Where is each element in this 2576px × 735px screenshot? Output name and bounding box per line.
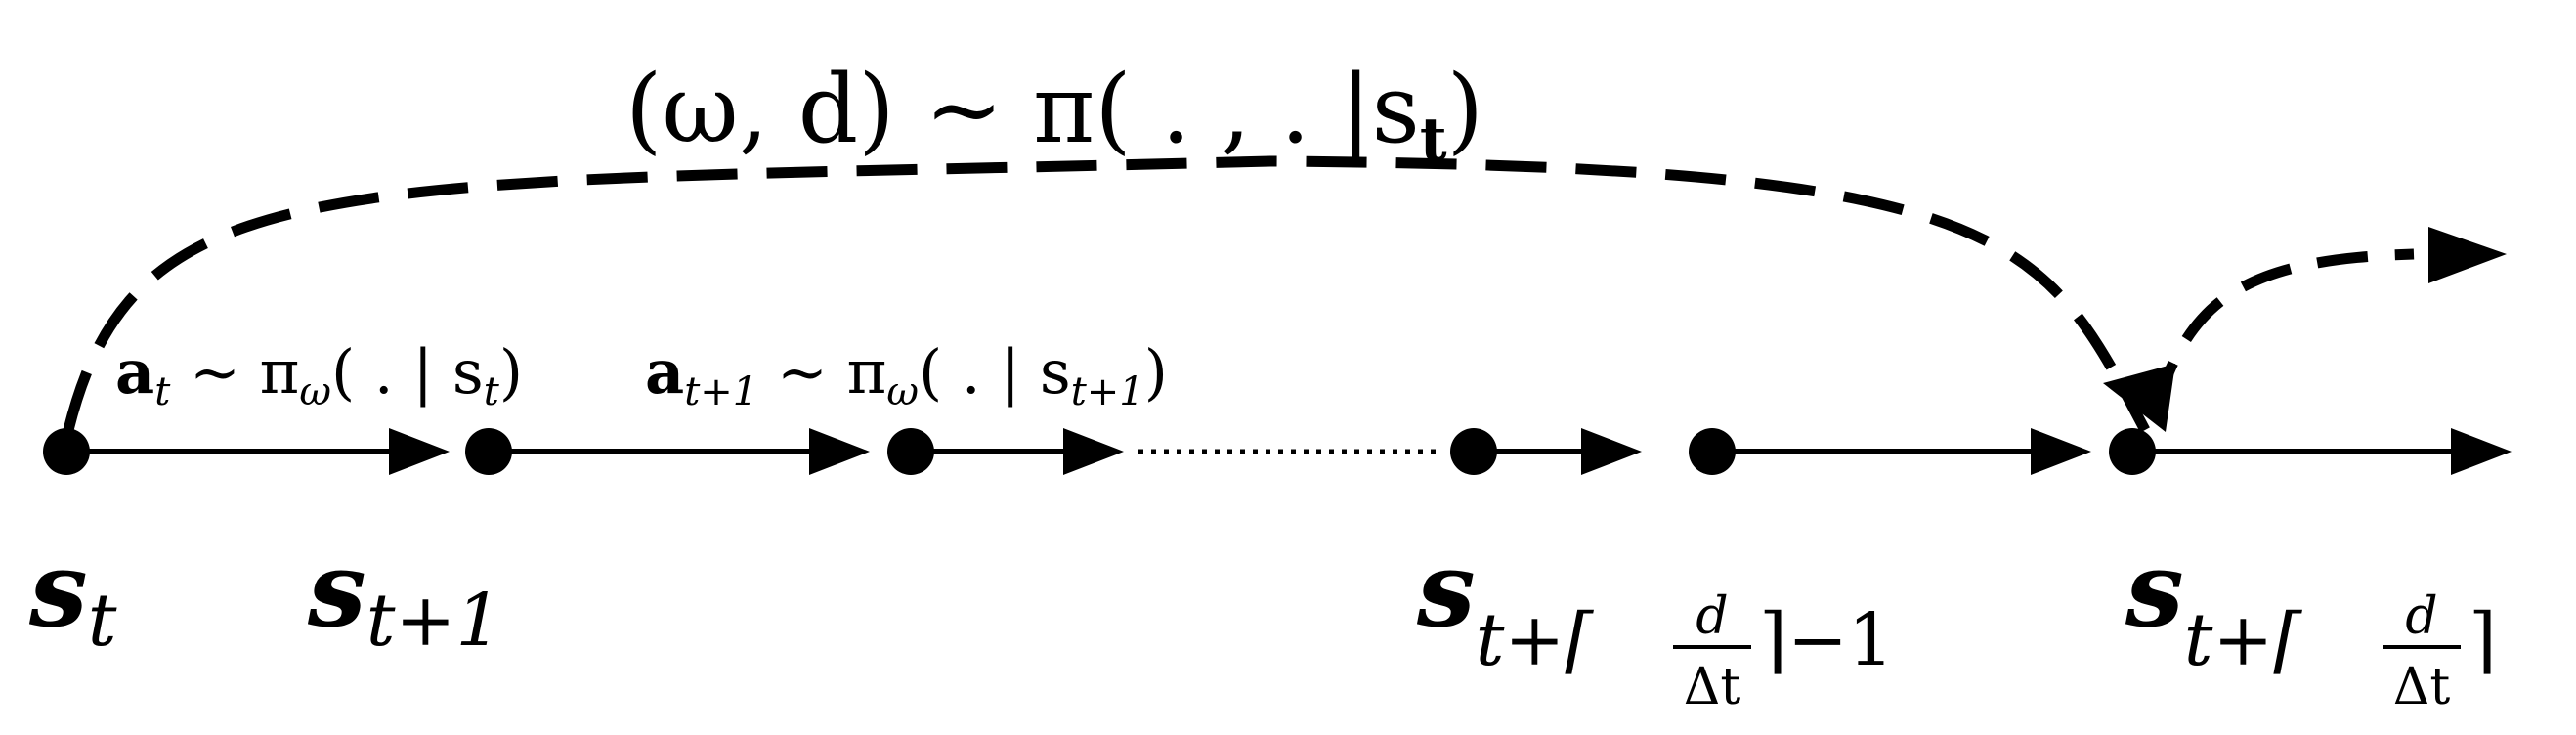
node-s-prev (1450, 428, 1497, 475)
dashed-option-arc (63, 155, 2150, 433)
state-label-s-t: st (28, 528, 117, 663)
transition-arrows (68, 428, 2512, 475)
node-s-next (2109, 428, 2156, 475)
action-label-2: at+1 ~ πω( . | st+1) (645, 336, 1168, 414)
state-label-s-t1: st+1 (307, 528, 502, 663)
action-label-1: at ~ πω( . | st) (115, 336, 523, 414)
state-label-s-next: st+⌈ (2125, 528, 2302, 682)
sub-post-prev: ⌉−1 (1759, 598, 1894, 682)
policy-label: (ω, d) ~ π( . , . |st) (625, 55, 1483, 174)
state-label-s-prev: st+⌈ (1416, 528, 1594, 682)
frac-num-prev: d (1696, 587, 1728, 646)
frac-den-prev: Δt (1684, 658, 1741, 716)
node-s-t (43, 428, 90, 475)
dashed-arc-arrowhead (2103, 364, 2175, 432)
frac-den-next: Δt (2393, 658, 2451, 716)
node-s-t2 (887, 428, 934, 475)
dashed-continuation-arc (2149, 248, 2415, 412)
sub-post-next: ⌉ (2469, 598, 2497, 682)
state-nodes (43, 428, 2156, 475)
continuation-arrowhead (2428, 227, 2507, 283)
node-s-prev2 (1689, 428, 1736, 475)
frac-num-next: d (2405, 587, 2437, 646)
node-s-t1 (465, 428, 512, 475)
